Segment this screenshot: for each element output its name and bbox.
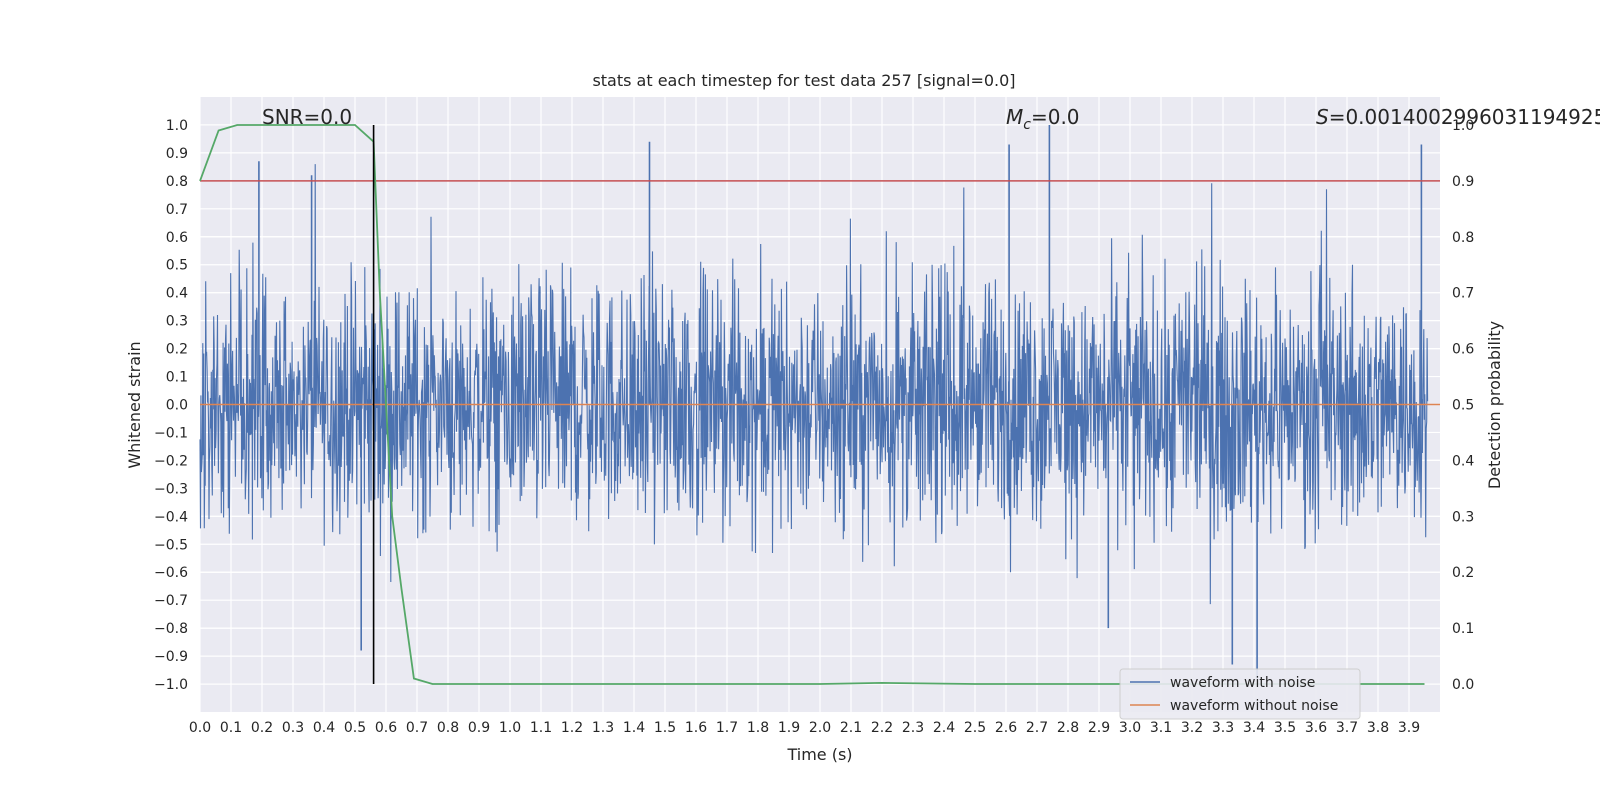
x-tick-label: 0.7	[406, 720, 428, 736]
x-tick-label: 0.4	[313, 720, 335, 736]
mc-symbol: M	[1006, 105, 1023, 129]
x-tick-label: 3.3	[1212, 720, 1234, 736]
y-tick-label: 0.6	[166, 230, 188, 246]
s-symbol: S	[1316, 105, 1329, 129]
x-tick-label: 3.1	[1150, 720, 1172, 736]
y2-tick-label: 0.3	[1452, 509, 1474, 525]
x-tick-label: 0.3	[282, 720, 304, 736]
x-tick-label: 3.2	[1181, 720, 1203, 736]
series-layer	[199, 124, 1440, 685]
x-tick-label: 0.9	[468, 720, 490, 736]
y-tick-label: 0.1	[166, 370, 188, 386]
y-tick-label: −0.6	[154, 565, 188, 581]
y-tick-label: 1.0	[166, 118, 188, 134]
x-tick-label: 1.1	[530, 720, 552, 736]
y2-tick-label: 0.9	[1452, 174, 1474, 190]
x-tick-label: 2.3	[902, 720, 924, 736]
y2-tick-label: 0.5	[1452, 398, 1474, 414]
y-tick-label: −0.4	[154, 509, 188, 525]
x-tick-label: 2.5	[964, 720, 986, 736]
y2-tick-label: 0.0	[1452, 677, 1474, 693]
y-tick-label: −0.9	[154, 649, 188, 665]
x-tick-label: 3.6	[1305, 720, 1327, 736]
legend-label: waveform with noise	[1170, 675, 1315, 691]
y2-tick-label: 0.4	[1452, 453, 1474, 469]
y-tick-label: −0.1	[154, 425, 188, 441]
x-tick-label: 3.5	[1274, 720, 1296, 736]
x-tick-label: 1.4	[623, 720, 645, 736]
y-tick-label: −0.8	[154, 621, 188, 637]
x-tick-label: 1.5	[654, 720, 676, 736]
y2-tick-label: 0.1	[1452, 621, 1474, 637]
snr-annotation: SNR=0.0	[262, 105, 352, 129]
y-tick-label: 0.4	[166, 286, 188, 302]
y-tick-label: 0.5	[166, 258, 188, 274]
y-tick-label: 0.2	[166, 342, 188, 358]
y-tick-label: −0.3	[154, 481, 188, 497]
y-tick-label: 0.7	[166, 202, 188, 218]
x-tick-label: 1.0	[499, 720, 521, 736]
x-tick-label: 1.2	[561, 720, 583, 736]
legend-label: waveform without noise	[1170, 698, 1338, 714]
y-tick-label: 0.0	[166, 398, 188, 414]
waveform-with-noise-line	[199, 164, 1429, 605]
y2-tick-label: 1.0	[1452, 118, 1474, 134]
y-tick-label: −0.7	[154, 593, 188, 609]
s-annotation: S=0.0014002996031194925	[1316, 105, 1600, 129]
x-tick-label: 0.1	[220, 720, 242, 736]
y2-tick-label: 0.2	[1452, 565, 1474, 581]
s-value: =0.0014002996031194925	[1329, 105, 1600, 129]
x-tick-label: 1.8	[747, 720, 769, 736]
axis-layer: 0.0 0.1 0.2 0.3 0.4 0.5 0.6 0.7 0.8 0.9 1.0 1.1 1.2 1…	[154, 118, 1474, 736]
x-axis-label: Time (s)	[786, 745, 852, 764]
x-tick-label: 3.8	[1367, 720, 1389, 736]
x-tick-label: 3.9	[1398, 720, 1420, 736]
x-tick-label: 3.4	[1243, 720, 1265, 736]
y-tick-label: −1.0	[154, 677, 188, 693]
x-tick-label: 2.1	[840, 720, 862, 736]
y-tick-label: −0.5	[154, 537, 188, 553]
y-tick-label: 0.3	[166, 314, 188, 330]
y-tick-label: 0.9	[166, 146, 188, 162]
y2-tick-label: 0.6	[1452, 342, 1474, 358]
x-tick-label: 2.6	[995, 720, 1017, 736]
y-axis-label: Whitened strain	[125, 341, 144, 468]
x-tick-label: 0.2	[251, 720, 273, 736]
x-tick-label: 3.7	[1336, 720, 1358, 736]
x-tick-label: 2.7	[1026, 720, 1048, 736]
x-tick-label: 2.0	[809, 720, 831, 736]
x-tick-label: 2.8	[1057, 720, 1079, 736]
x-tick-label: 1.7	[716, 720, 738, 736]
chart-title: stats at each timestep for test data 257…	[592, 71, 1015, 90]
x-tick-label: 1.6	[685, 720, 707, 736]
legend: waveform with noise waveform without nois…	[1119, 668, 1361, 720]
x-tick-label: 2.2	[871, 720, 893, 736]
y-tick-label: −0.2	[154, 453, 188, 469]
detection-probability-line	[199, 124, 1425, 685]
legend-box	[1119, 668, 1361, 720]
y2-tick-label: 0.7	[1452, 286, 1474, 302]
x-tick-label: 1.3	[592, 720, 614, 736]
mc-annotation: Mc=0.0	[1006, 105, 1080, 133]
x-tick-label: 2.4	[933, 720, 955, 736]
x-tick-label: 0.8	[437, 720, 459, 736]
y2-axis-label: Detection probability	[1485, 321, 1504, 489]
y2-tick-label: 0.8	[1452, 230, 1474, 246]
x-tick-label: 0.0	[189, 720, 211, 736]
x-tick-label: 3.0	[1119, 720, 1141, 736]
x-tick-label: 2.9	[1088, 720, 1110, 736]
mc-value: =0.0	[1031, 105, 1080, 129]
x-tick-label: 1.9	[778, 720, 800, 736]
mc-subscript: c	[1023, 117, 1031, 133]
x-tick-label: 0.6	[375, 720, 397, 736]
y-tick-label: 0.8	[166, 174, 188, 190]
x-tick-label: 0.5	[344, 720, 366, 736]
